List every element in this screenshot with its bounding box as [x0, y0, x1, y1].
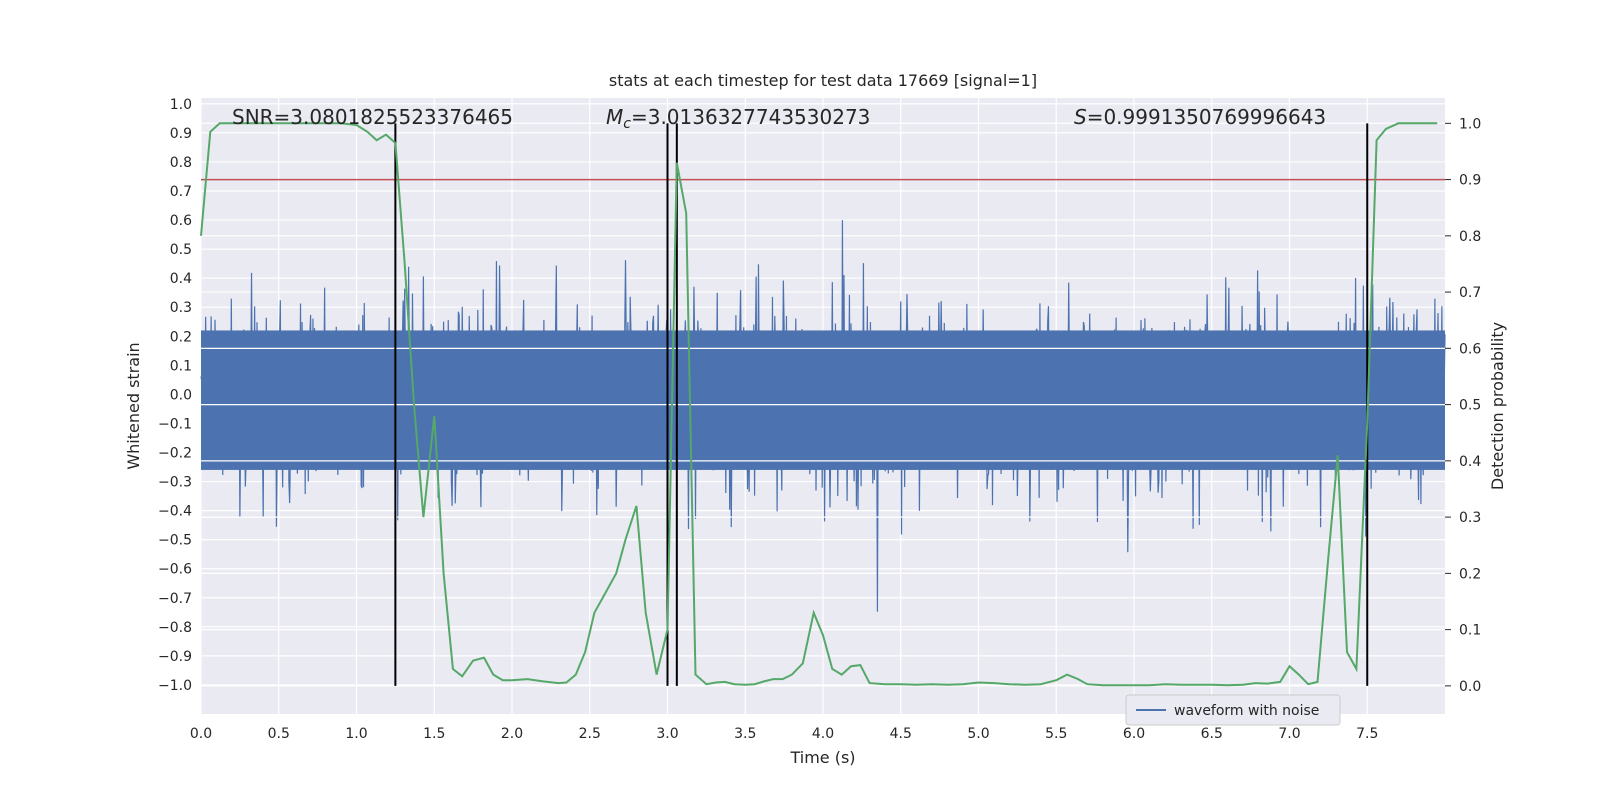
y-tick-label: −0.7 [158, 591, 192, 607]
y2-tick-label: 0.4 [1459, 454, 1481, 470]
x-tick-label: 2.0 [501, 726, 523, 742]
y-axis-label: Whitened strain [124, 342, 143, 469]
x-tick-label: 7.5 [1356, 726, 1378, 742]
y-tick-label: 0.1 [170, 358, 192, 374]
y-tick-label: −0.3 [158, 475, 192, 491]
y-tick-label: −0.1 [158, 416, 192, 432]
y-tick-label: −0.8 [158, 620, 192, 636]
y2-tick-label: 0.9 [1459, 173, 1481, 189]
x-tick-label: 1.0 [345, 726, 367, 742]
y2-tick-label: 0.8 [1459, 229, 1481, 245]
y-tick-label: 0.5 [170, 242, 192, 258]
x-tick-label: 4.0 [812, 726, 834, 742]
y-tick-label: 0.7 [170, 184, 192, 200]
x-tick-label: 6.5 [1201, 726, 1223, 742]
waveform-with-noise-series [200, 220, 1446, 612]
legend-label: waveform with noise [1174, 703, 1319, 719]
y-tick-label: 0.0 [170, 387, 192, 403]
y-tick-label: 0.2 [170, 329, 192, 345]
waveform-core-band [201, 330, 1445, 470]
y2-tick-label: 0.3 [1459, 510, 1481, 526]
x-tick-label: 1.5 [423, 726, 445, 742]
legend-box [1125, 694, 1341, 726]
chirp-mass-symbol: M [606, 105, 623, 129]
x-tick-label: 7.0 [1278, 726, 1300, 742]
x-tick-label: 3.5 [734, 726, 756, 742]
y-tick-label: −1.0 [158, 678, 192, 694]
y-tick-label: 0.6 [170, 213, 192, 229]
score-value: =0.9991350769996643 [1087, 105, 1326, 129]
snr-annotation: SNR=3.0801825523376465 [232, 105, 513, 129]
chirp-mass-value: =3.0136327743530273 [631, 105, 870, 129]
chirp-mass-subscript: c [623, 116, 631, 132]
y-axis-ticks: 1.0 0.9 0.8 0.7 0.6 0.5 0.4 0.3 0.2 0.1 0.0 −0.1 −0.… [158, 97, 192, 694]
x-tick-label: 0.0 [190, 726, 212, 742]
detection-probability-line [200, 122, 1438, 687]
y-tick-label: −0.9 [158, 649, 192, 665]
y-tick-label: −0.4 [158, 504, 192, 520]
x-tick-label: 2.5 [579, 726, 601, 742]
chirp-mass-annotation: Mc=3.0136327743530273 [606, 105, 870, 132]
y2-tick-label: 0.6 [1459, 341, 1481, 357]
x-axis-ticks: 0.0 0.5 1.0 1.5 2.0 2.5 3.0 3.5 4.0 4.5 5.0 5.5 6.0 6… [190, 726, 1379, 742]
y-tick-label: −0.6 [158, 562, 192, 578]
chart-title: stats at each timestep for test data 176… [609, 71, 1037, 90]
y-tick-label: −0.2 [158, 445, 192, 461]
y2-tick-label: 0.7 [1459, 285, 1481, 301]
y2-tick-label: 0.5 [1459, 398, 1481, 414]
score-annotation: S=0.9991350769996643 [1074, 105, 1326, 129]
x-tick-label: 0.5 [268, 726, 290, 742]
legend: waveform with noise [1125, 694, 1341, 726]
x-axis-label: Time (s) [789, 748, 855, 767]
y2-tick-label: 0.1 [1459, 623, 1481, 639]
y-tick-label: −0.5 [158, 533, 192, 549]
y-tick-label: 0.9 [170, 126, 192, 142]
x-tick-label: 6.0 [1123, 726, 1145, 742]
y2-axis-ticks: 1.0 0.9 0.8 0.7 0.6 0.5 0.4 0.3 0.2 0.1 0.0 [1445, 116, 1481, 695]
x-tick-label: 3.0 [656, 726, 678, 742]
x-tick-label: 5.0 [967, 726, 989, 742]
y2-tick-label: 0.2 [1459, 566, 1481, 582]
y-tick-label: 0.8 [170, 155, 192, 171]
x-tick-label: 4.5 [890, 726, 912, 742]
score-symbol: S [1074, 105, 1087, 129]
y2-tick-label: 0.0 [1459, 679, 1481, 695]
x-tick-label: 5.5 [1045, 726, 1067, 742]
y-tick-label: 1.0 [170, 97, 192, 113]
y-tick-label: 0.3 [170, 300, 192, 316]
y2-tick-label: 1.0 [1459, 116, 1481, 132]
y2-axis-label: Detection probability [1488, 322, 1507, 490]
y-tick-label: 0.4 [170, 271, 192, 287]
